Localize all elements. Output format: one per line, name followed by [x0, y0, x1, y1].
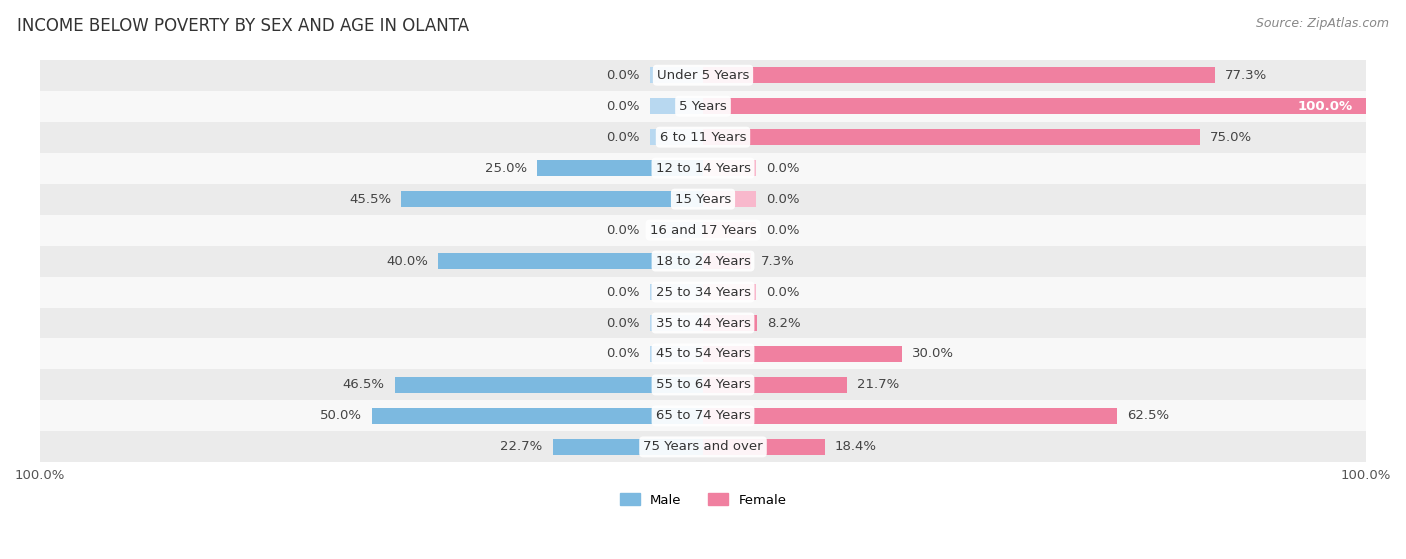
- Text: 75 Years and over: 75 Years and over: [643, 440, 763, 453]
- Bar: [41, 60, 1365, 91]
- Bar: [553, 439, 703, 455]
- Text: Source: ZipAtlas.com: Source: ZipAtlas.com: [1256, 17, 1389, 30]
- Text: 21.7%: 21.7%: [856, 378, 898, 391]
- Bar: [703, 284, 756, 300]
- Bar: [703, 253, 751, 269]
- Text: INCOME BELOW POVERTY BY SEX AND AGE IN OLANTA: INCOME BELOW POVERTY BY SEX AND AGE IN O…: [17, 17, 470, 35]
- Text: 8.2%: 8.2%: [768, 316, 801, 329]
- Bar: [537, 160, 703, 176]
- Bar: [650, 315, 703, 331]
- Bar: [395, 377, 703, 393]
- Text: 0.0%: 0.0%: [766, 162, 800, 174]
- Text: 0.0%: 0.0%: [606, 100, 640, 113]
- Text: 65 to 74 Years: 65 to 74 Years: [655, 409, 751, 423]
- Bar: [41, 91, 1365, 122]
- Bar: [41, 369, 1365, 400]
- Legend: Male, Female: Male, Female: [614, 488, 792, 512]
- Text: 18 to 24 Years: 18 to 24 Years: [655, 254, 751, 268]
- Text: 0.0%: 0.0%: [606, 316, 640, 329]
- Bar: [650, 284, 703, 300]
- Bar: [41, 245, 1365, 277]
- Bar: [41, 153, 1365, 183]
- Text: 46.5%: 46.5%: [343, 378, 385, 391]
- Bar: [650, 222, 703, 238]
- Text: 16 and 17 Years: 16 and 17 Years: [650, 224, 756, 236]
- Bar: [41, 183, 1365, 215]
- Bar: [650, 346, 703, 362]
- Bar: [703, 377, 846, 393]
- Bar: [41, 277, 1365, 307]
- Bar: [437, 253, 703, 269]
- Bar: [703, 98, 1365, 114]
- Bar: [703, 191, 756, 207]
- Text: 45 to 54 Years: 45 to 54 Years: [655, 348, 751, 361]
- Text: 0.0%: 0.0%: [766, 286, 800, 299]
- Text: 0.0%: 0.0%: [606, 348, 640, 361]
- Text: 0.0%: 0.0%: [766, 224, 800, 236]
- Bar: [371, 408, 703, 424]
- Text: 0.0%: 0.0%: [766, 193, 800, 206]
- Bar: [41, 400, 1365, 432]
- Bar: [41, 339, 1365, 369]
- Text: 0.0%: 0.0%: [606, 224, 640, 236]
- Text: 77.3%: 77.3%: [1225, 69, 1268, 82]
- Bar: [703, 129, 1201, 145]
- Text: 0.0%: 0.0%: [606, 286, 640, 299]
- Text: Under 5 Years: Under 5 Years: [657, 69, 749, 82]
- Text: 55 to 64 Years: 55 to 64 Years: [655, 378, 751, 391]
- Text: 30.0%: 30.0%: [911, 348, 953, 361]
- Bar: [41, 122, 1365, 153]
- Text: 6 to 11 Years: 6 to 11 Years: [659, 131, 747, 144]
- Bar: [703, 67, 1215, 83]
- Bar: [703, 222, 756, 238]
- Text: 25.0%: 25.0%: [485, 162, 527, 174]
- Text: 15 Years: 15 Years: [675, 193, 731, 206]
- Text: 0.0%: 0.0%: [606, 69, 640, 82]
- Bar: [703, 160, 756, 176]
- Bar: [402, 191, 703, 207]
- Text: 62.5%: 62.5%: [1128, 409, 1170, 423]
- Bar: [41, 432, 1365, 462]
- Bar: [703, 346, 901, 362]
- Text: 35 to 44 Years: 35 to 44 Years: [655, 316, 751, 329]
- Text: 18.4%: 18.4%: [835, 440, 877, 453]
- Text: 75.0%: 75.0%: [1211, 131, 1253, 144]
- Text: 22.7%: 22.7%: [501, 440, 543, 453]
- Bar: [650, 129, 703, 145]
- Text: 12 to 14 Years: 12 to 14 Years: [655, 162, 751, 174]
- Bar: [650, 98, 703, 114]
- Text: 100.0%: 100.0%: [1298, 100, 1353, 113]
- Bar: [703, 315, 758, 331]
- Text: 0.0%: 0.0%: [606, 131, 640, 144]
- Text: 25 to 34 Years: 25 to 34 Years: [655, 286, 751, 299]
- Bar: [41, 215, 1365, 245]
- Bar: [41, 307, 1365, 339]
- Bar: [703, 408, 1118, 424]
- Text: 7.3%: 7.3%: [761, 254, 794, 268]
- Bar: [650, 67, 703, 83]
- Bar: [703, 439, 825, 455]
- Text: 40.0%: 40.0%: [387, 254, 427, 268]
- Text: 5 Years: 5 Years: [679, 100, 727, 113]
- Text: 50.0%: 50.0%: [319, 409, 361, 423]
- Text: 45.5%: 45.5%: [349, 193, 391, 206]
